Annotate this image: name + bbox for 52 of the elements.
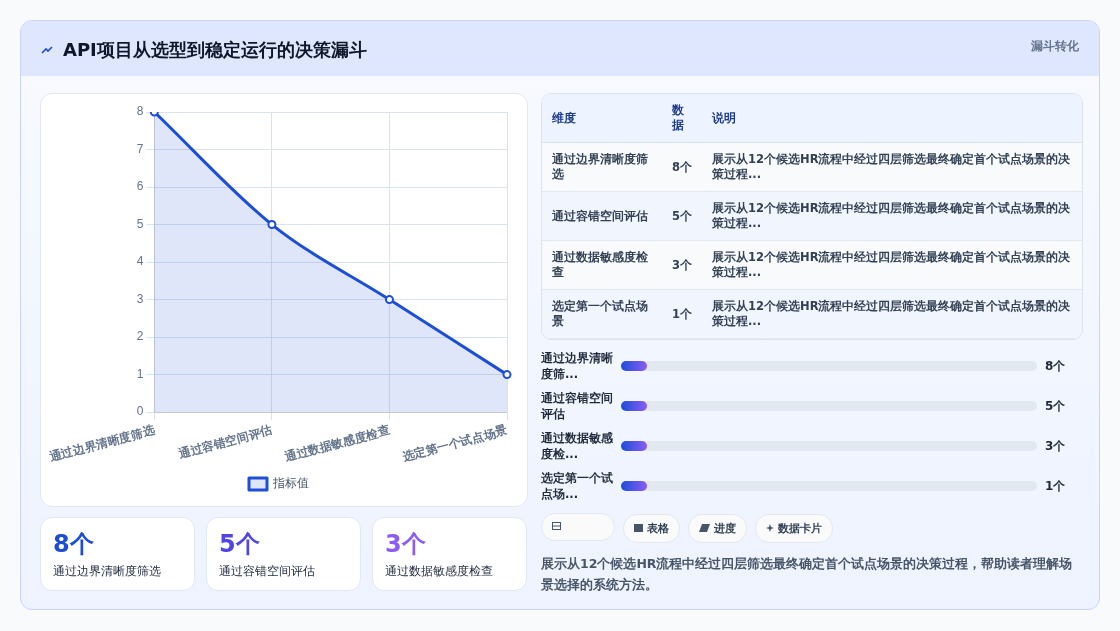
text: 展示从12个候选HR流程中经过四层筛选最终确定首个试点场景的决策过程... — [702, 142, 1082, 192]
text: 维度 — [542, 94, 662, 143]
category-label: 通过边界清晰度筛选 — [542, 142, 662, 192]
text: 8个 — [1045, 359, 1066, 373]
text: 表格 — [623, 513, 680, 543]
category-label: 通过数据敏感度检查 — [385, 564, 493, 579]
text: 5个 — [219, 530, 260, 558]
legend-label: 指标值 — [272, 476, 309, 491]
x-tick-label: 选定第一个试点场景 — [399, 422, 509, 465]
text: 5个 — [1045, 399, 1066, 413]
category-label: 通过容错空间评估 — [219, 564, 315, 579]
text: 3个 — [672, 257, 693, 272]
category-label: 选定第一个试点场景 — [542, 289, 662, 339]
text: 进度 — [687, 513, 747, 543]
text: 漏斗转化 — [1031, 38, 1079, 55]
text: 展示从12个候选HR流程中经过四层筛选最终确定首个试点场景的决策过程... — [702, 240, 1082, 290]
x-tick-label: 通过数据敏感度检查 — [282, 422, 392, 465]
y-tick-label: 8 — [136, 104, 144, 119]
y-tick-label: 6 — [136, 179, 144, 194]
text: API项目从选型到稳定运行的决策漏斗 — [63, 38, 367, 62]
text: 说明 — [702, 94, 1082, 143]
category-label: 通过容错空间评估 — [542, 191, 662, 241]
x-tick-label: 通过边界清晰度筛选 — [47, 422, 156, 465]
text: 3个 — [1045, 439, 1066, 453]
point — [384, 295, 394, 305]
text: 数据卡片 — [754, 513, 833, 543]
category-label: 通过边界清晰度筛... — [541, 350, 614, 382]
category-label: 通过边界清晰度筛选 — [53, 564, 161, 579]
text: 展示从12个候选HR流程中经过四层筛选最终确定首个试点场景的决策过程... — [702, 289, 1082, 339]
y-tick-label: 1 — [136, 366, 144, 381]
point — [267, 220, 277, 230]
y-tick-label: 7 — [136, 141, 144, 156]
text: 1个 — [672, 306, 693, 321]
text: 展示从12个候选HR流程中经过四层筛选最终确定首个试点场景的决策过程... — [702, 191, 1082, 241]
text: 5个 — [672, 208, 693, 223]
category-label: 通过数据敏感度检查 — [542, 240, 662, 290]
category-label: 选定第一个试点场... — [541, 470, 614, 502]
y-tick-label: 4 — [136, 254, 144, 269]
category-label: 通过数据敏感度检... — [541, 430, 614, 462]
y-tick-label: 2 — [136, 329, 144, 344]
text: 1个 — [1045, 479, 1066, 493]
text: 3个 — [385, 530, 426, 558]
y-tick-label: 5 — [136, 216, 144, 231]
text: 展示从12个候选HR流程中经过四层筛选最终确定首个试点场景的决策过程，帮助读者理解场景选择的系统方法。 — [541, 554, 1074, 594]
text: 8个 — [672, 159, 693, 174]
category-label: 通过容错空间评估 — [541, 390, 614, 422]
y-tick-label: 0 — [136, 404, 144, 419]
y-tick-label: 3 — [136, 291, 144, 306]
text: 数据 — [662, 94, 702, 143]
x-tick-label: 通过容错空间评估 — [176, 422, 274, 462]
point — [502, 370, 512, 380]
text: 8个 — [53, 530, 94, 558]
